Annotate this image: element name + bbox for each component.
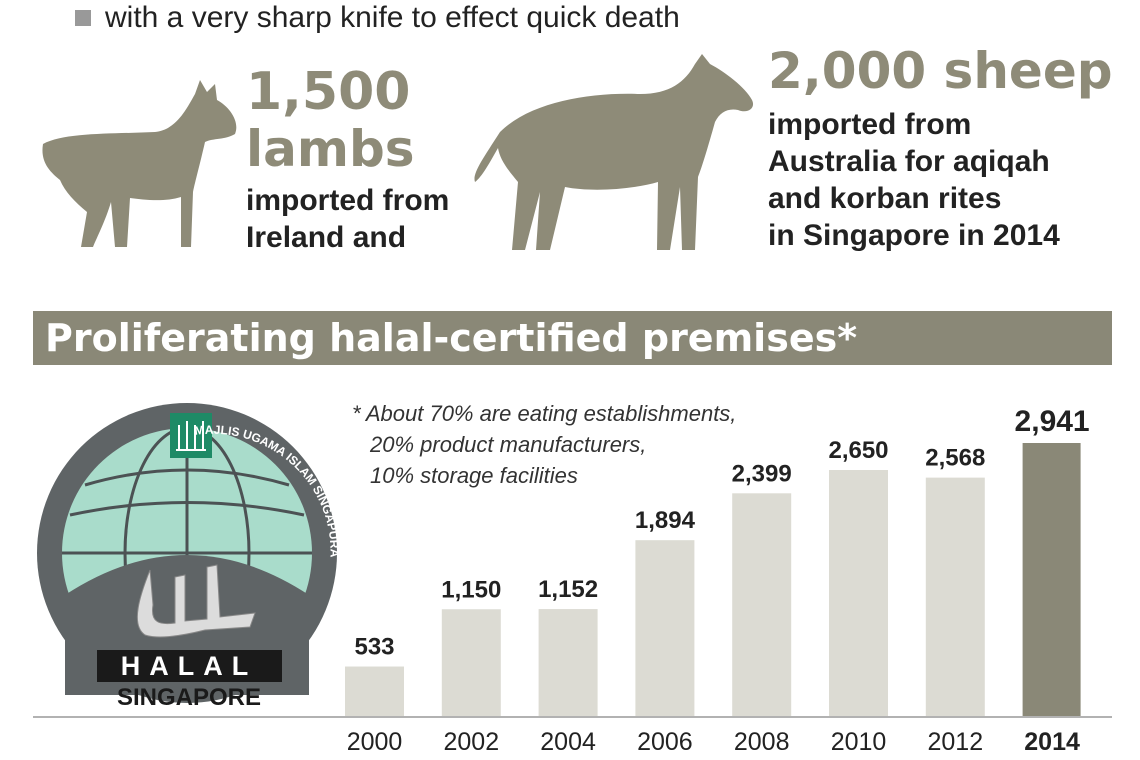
sheep-headline: 2,000 sheep bbox=[768, 42, 1113, 100]
value-label: 1,152 bbox=[538, 576, 598, 603]
footnote: * About 70% are eating establishments, 2… bbox=[352, 398, 736, 491]
sheep-line: Australia for aqiqah bbox=[768, 145, 1050, 178]
bar-2004 bbox=[538, 609, 598, 716]
bar-2012 bbox=[925, 477, 985, 716]
value-label: 2,399 bbox=[732, 460, 792, 487]
section-title: Proliferating halal-certified premises* bbox=[33, 311, 1112, 365]
value-label: 1,150 bbox=[441, 576, 501, 603]
intro-bullet: with a very sharp knife to effect quick … bbox=[75, 0, 680, 36]
x-tick-label: 2008 bbox=[734, 728, 790, 756]
logo-halal-text: HALAL bbox=[121, 651, 257, 681]
lambs-line: imported from bbox=[246, 184, 450, 217]
x-tick-label: 2010 bbox=[831, 728, 887, 756]
bar-2010 bbox=[829, 470, 888, 716]
footnote-line: 20% product manufacturers, bbox=[370, 432, 647, 457]
x-tick-label: 2002 bbox=[443, 728, 499, 756]
lambs-description: imported from Ireland and bbox=[246, 182, 449, 256]
bullet-square-icon bbox=[75, 10, 91, 26]
x-tick-label: 2006 bbox=[637, 728, 693, 756]
x-tick-label: 2012 bbox=[927, 728, 983, 756]
lamb-icon bbox=[42, 80, 237, 247]
value-label: 2,650 bbox=[828, 437, 888, 464]
bar-2008 bbox=[732, 493, 792, 716]
x-tick-label: 2000 bbox=[347, 728, 403, 756]
x-tick-label: 2014 bbox=[1024, 728, 1080, 756]
value-label: 2,941 bbox=[1015, 405, 1090, 438]
halal-singapore-logo: MAJLIS UGAMA ISLAM SINGAPURA HALAL SINGA… bbox=[37, 403, 340, 710]
logo-singapore-text: SINGAPORE bbox=[117, 684, 261, 710]
bar-2014 bbox=[1022, 443, 1081, 716]
x-tick-label: 2004 bbox=[540, 728, 596, 756]
lambs-unit: lambs bbox=[246, 120, 415, 178]
sheep-icon bbox=[474, 54, 754, 250]
bar-2006 bbox=[635, 540, 695, 716]
value-label: 533 bbox=[354, 634, 394, 661]
value-label: 2,568 bbox=[925, 445, 985, 472]
sheep-line: and korban rites bbox=[768, 182, 1002, 215]
sheep-line: imported from bbox=[768, 108, 972, 141]
value-label: 1,894 bbox=[635, 507, 696, 534]
sheep-line: in Singapore in 2014 bbox=[768, 219, 1060, 252]
sheep-description: imported from Australia for aqiqah and k… bbox=[768, 106, 1060, 254]
intro-text: with a very sharp knife to effect quick … bbox=[105, 1, 680, 34]
footnote-line: * About 70% are eating establishments, bbox=[352, 401, 737, 426]
footnote-line: 10% storage facilities bbox=[370, 463, 578, 488]
bar-2002 bbox=[441, 609, 501, 716]
lambs-line: Ireland and bbox=[246, 221, 407, 254]
lambs-number: 1,500 bbox=[246, 62, 411, 122]
bar-2000 bbox=[345, 666, 404, 716]
